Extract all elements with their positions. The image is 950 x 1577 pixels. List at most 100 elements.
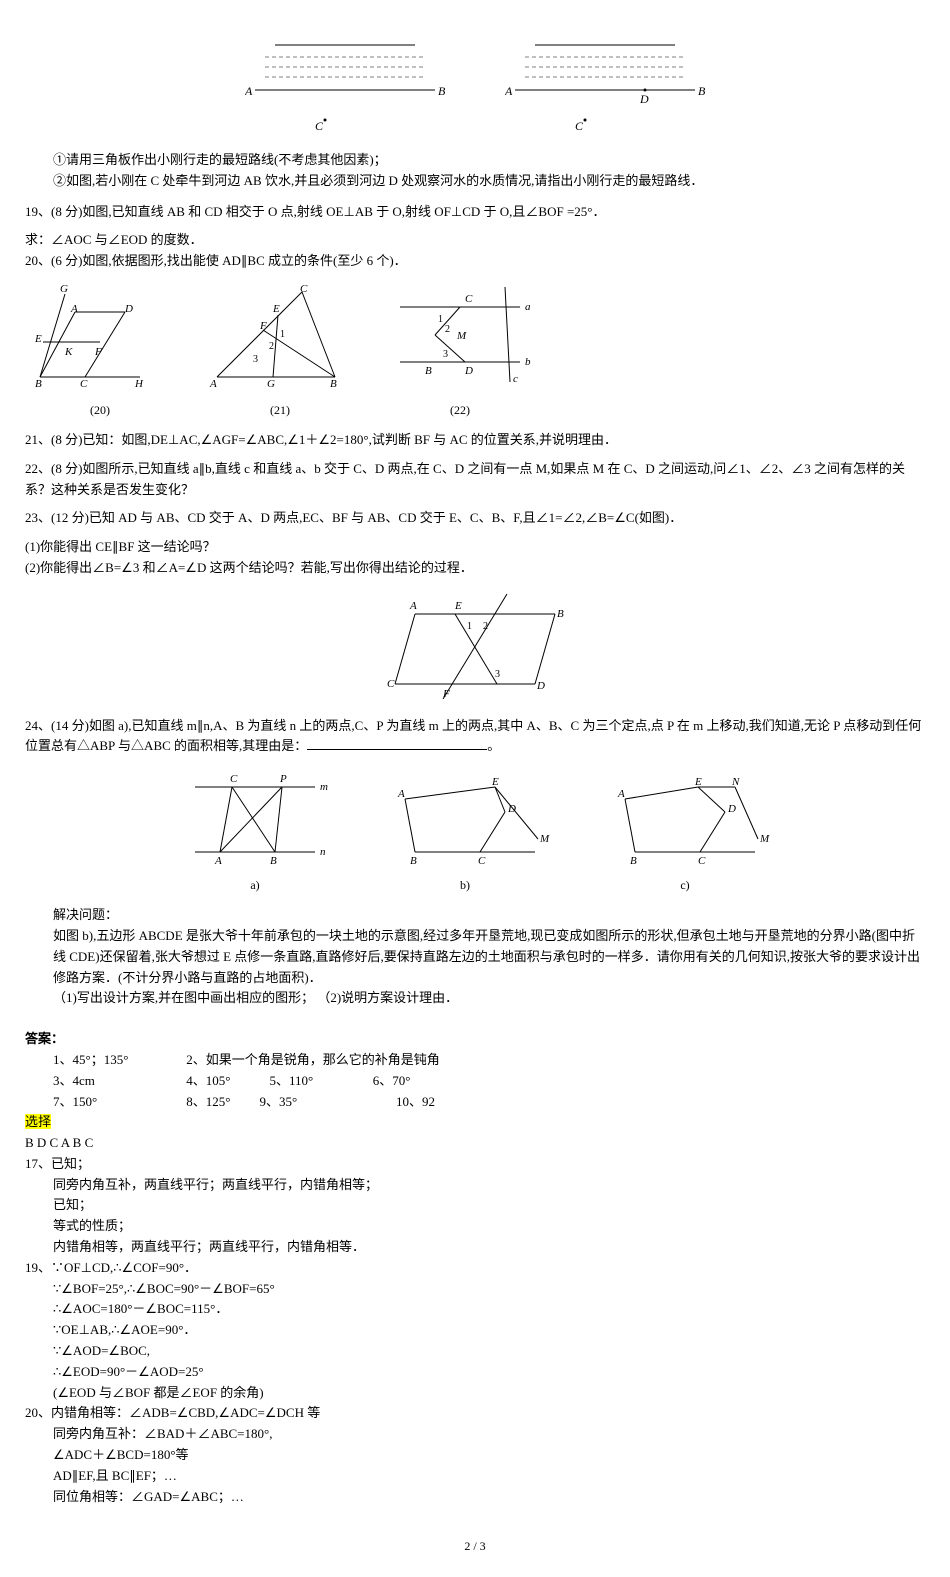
svg-text:C: C [698, 855, 706, 867]
svg-text:n: n [320, 846, 326, 858]
svg-text:a: a [525, 301, 531, 313]
diagram-22: a b c C 1 2 M 3 B D [385, 282, 535, 392]
svg-text:B: B [438, 84, 445, 98]
svg-text:B: B [425, 365, 432, 377]
svg-text:G: G [267, 378, 275, 390]
diagram-river-1: A B C [245, 35, 445, 135]
svg-text:E: E [272, 303, 280, 315]
diagram-row-20-21-22: G A D E F K B C H (20) C E F 1 2 3 A G [25, 282, 925, 420]
q23-sub2: (2)你能得出∠B=∠3 和∠A=∠D 这两个结论吗？若能,写出你得出结论的过程… [25, 558, 925, 579]
q23-text: 23、(12 分)已知 AD 与 AB、CD 交于 A、D 两点,EC、BF 与… [25, 508, 925, 529]
diagram-row-abc: m n C P A B a) A E D M B C b) [25, 767, 925, 895]
diagram-b: A E D M B C [380, 767, 550, 867]
svg-text:2: 2 [445, 324, 450, 335]
diagram-23-wrap: A E B C F D 1 2 3 [25, 589, 925, 706]
q21-text: 21、(8 分)已知：如图,DE⊥AC,∠AGF=∠ABC,∠1＋∠2=180°… [25, 430, 925, 451]
svg-text:M: M [456, 330, 467, 342]
svg-text:F: F [442, 688, 450, 699]
q24-solve: 解决问题： [25, 905, 925, 926]
svg-text:B: B [630, 855, 637, 867]
svg-text:3: 3 [495, 669, 500, 680]
svg-text:C: C [387, 678, 395, 690]
svg-text:c: c [513, 373, 518, 385]
svg-text:1: 1 [438, 314, 443, 325]
svg-text:B: B [557, 608, 564, 620]
svg-text:2: 2 [483, 621, 488, 632]
svg-text:D: D [536, 680, 545, 692]
a20: 20、内错角相等：∠ADB=∠CBD,∠ADC=∠DCH 等 同旁内角互补：∠B… [25, 1403, 925, 1507]
caption-21: (21) [205, 401, 355, 420]
diagram-23: A E B C F D 1 2 3 [375, 589, 575, 699]
caption-c: c) [600, 876, 770, 895]
svg-text:M: M [759, 833, 770, 845]
svg-text:C: C [575, 119, 584, 133]
svg-text:A: A [245, 84, 253, 98]
svg-text:A: A [397, 788, 405, 800]
svg-text:C: C [478, 855, 486, 867]
svg-text:B: B [698, 84, 705, 98]
diagram-a: m n C P A B [180, 767, 330, 867]
svg-text:A: A [617, 788, 625, 800]
svg-text:B: B [270, 855, 277, 867]
top-diagram-row: A B C A D B C [25, 35, 925, 135]
q18-sub1: ①请用三角板作出小刚行走的最短路线(不考虑其他因素)； [25, 150, 925, 171]
caption-22: (22) [385, 401, 535, 420]
q18-sub2: ②如图,若小刚在 C 处牵牛到河边 AB 饮水,并且必须到河边 D 处观察河水的… [25, 171, 925, 192]
svg-text:E: E [454, 600, 462, 612]
q19-sub: 求：∠AOC 与∠EOD 的度数． [25, 230, 925, 251]
svg-text:B: B [410, 855, 417, 867]
svg-text:A: A [505, 84, 513, 98]
svg-text:H: H [134, 378, 144, 390]
choices: B D C A B C [25, 1133, 925, 1154]
svg-text:D: D [727, 803, 736, 815]
svg-text:E: E [34, 333, 42, 345]
svg-text:D: D [639, 92, 649, 106]
svg-text:D: D [124, 303, 133, 315]
diagram-20: G A D E F K B C H [25, 282, 175, 392]
svg-text:A: A [409, 600, 417, 612]
svg-text:G: G [60, 283, 68, 295]
caption-a: a) [180, 876, 330, 895]
svg-text:C: C [315, 119, 324, 133]
caption-b: b) [380, 876, 550, 895]
answer-row1: 1、45°；135° 2、如果一个角是锐角，那么它的补角是钝角 [25, 1050, 925, 1071]
svg-text:N: N [731, 776, 740, 788]
diagram-21: C E F 1 2 3 A G B [205, 282, 355, 392]
q24-tasks: （1)写出设计方案,并在图中画出相应的图形； （2)说明方案设计理由． [25, 988, 925, 1009]
page-footer: 2 / 3 [25, 1537, 925, 1556]
q24-body: 如图 b),五边形 ABCDE 是张大爷十年前承包的一块土地的示意图,经过多年开… [25, 926, 925, 988]
svg-text:B: B [35, 378, 42, 390]
answer-row2: 3、4cm 4、105° 5、110° 6、70° [25, 1071, 925, 1092]
svg-text:A: A [214, 855, 222, 867]
svg-text:3: 3 [253, 354, 258, 365]
caption-20: (20) [25, 401, 175, 420]
svg-text:E: E [694, 776, 702, 788]
svg-text:C: C [465, 293, 473, 305]
q23-sub1: (1)你能得出 CE∥BF 这一结论吗？ [25, 537, 925, 558]
svg-text:b: b [525, 356, 531, 368]
q22-text: 22、(8 分)如图所示,已知直线 a∥b,直线 c 和直线 a、b 交于 C、… [25, 459, 925, 501]
svg-text:1: 1 [280, 329, 285, 340]
svg-text:A: A [209, 378, 217, 390]
q24-text: 24、(14 分)如图 a),已知直线 m∥n,A、B 为直线 n 上的两点,C… [25, 716, 925, 758]
svg-text:E: E [491, 776, 499, 788]
svg-text:C: C [230, 773, 238, 785]
svg-text:P: P [279, 773, 287, 785]
q20-text: 20、(6 分)如图,依据图形,找出能使 AD∥BC 成立的条件(至少 6 个)… [25, 251, 925, 272]
diagram-c: A E N D M B C [600, 767, 770, 867]
svg-text:D: D [464, 365, 473, 377]
svg-text:2: 2 [269, 341, 274, 352]
a17: 17、已知； 同旁内角互补，两直线平行；两直线平行，内错角相等； 已知； 等式的… [25, 1154, 925, 1258]
svg-text:B: B [330, 378, 337, 390]
svg-text:3: 3 [443, 349, 448, 360]
svg-text:M: M [539, 833, 550, 845]
svg-text:C: C [80, 378, 88, 390]
answer-row3: 7、150° 8、125° 9、35° 10、92 [25, 1092, 925, 1113]
svg-text:1: 1 [467, 621, 472, 632]
svg-text:K: K [64, 346, 73, 358]
answer-title: 答案： [25, 1029, 925, 1050]
a19: 19、∵OF⊥CD,∴∠COF=90°． ∵∠BOF=25°,∴∠BOC=90°… [25, 1258, 925, 1404]
svg-text:m: m [320, 781, 328, 793]
diagram-river-2: A D B C [505, 35, 705, 135]
choice-label: 选择 [25, 1112, 925, 1133]
